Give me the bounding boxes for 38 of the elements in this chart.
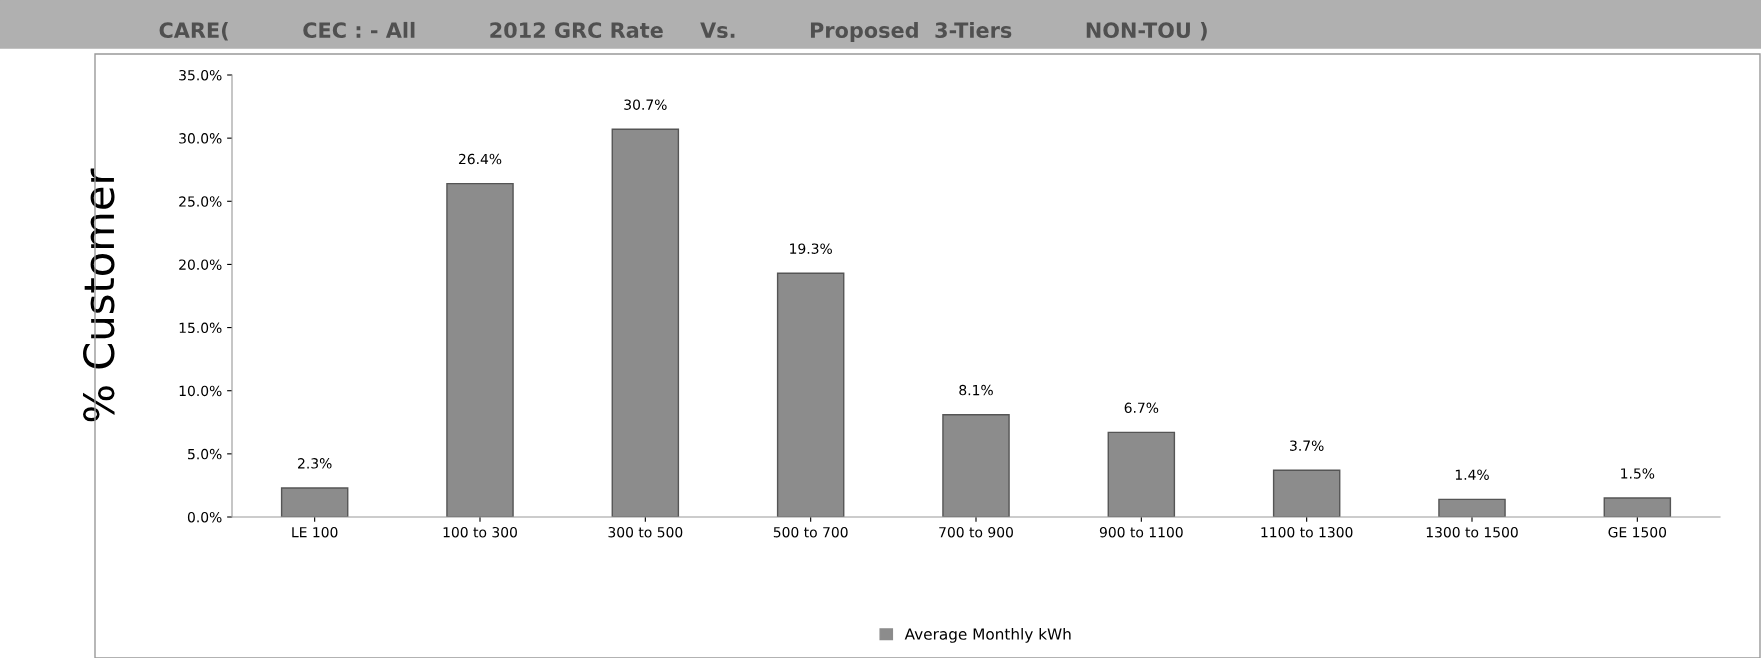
x-tick-label: 700 to 900 [939,526,1013,538]
bar [1272,469,1341,517]
bar [1107,431,1176,517]
x-tick-label: LE 100 [292,526,338,538]
data-label: 1.5% [1621,468,1655,479]
x-tick-label: 300 to 500 [608,526,683,538]
x-tick-label: 100 to 300 [443,526,517,538]
bar [446,182,514,517]
y-axis-title: % Customer [83,168,115,422]
y-tick-label: 20.0% [179,259,222,270]
data-label: 1.4% [1455,469,1489,480]
data-label: 8.1% [959,384,993,396]
bar [611,128,680,517]
y-tick-label: 15.0% [179,322,222,334]
y-tick-label: 35.0% [179,69,222,81]
bar [1603,497,1672,517]
data-label: 6.7% [1124,402,1159,414]
bar [942,414,1010,517]
y-tick-label: 25.0% [179,196,222,207]
y-tick-label: 5.0% [188,448,222,460]
x-tick-label: 500 to 700 [773,526,848,538]
data-label: 3.7% [1290,440,1324,451]
x-tick-label: 1300 to 1500 [1426,526,1518,538]
data-label: 2.3% [298,458,332,469]
data-label: 30.7% [624,99,667,110]
legend-label: Average Monthly kWh [904,627,1071,643]
y-tick-label: 30.0% [179,133,222,144]
data-label: 19.3% [790,243,832,254]
x-tick-label: 900 to 1100 [1099,526,1183,538]
y-tick-label: 10.0% [179,385,222,397]
bar [280,487,349,517]
bar [776,272,845,517]
x-tick-label: 1100 to 1300 [1261,526,1353,538]
chart-title: CARE( CEC : - All 2012 GRC Rate Vs. Proposed 3-Tiers NON-TOU ) [159,21,1207,43]
x-tick-label: GE 1500 [1608,526,1667,538]
bar [1438,498,1506,517]
y-tick-label: 0.0% [187,511,222,523]
data-label: 26.4% [458,153,502,165]
